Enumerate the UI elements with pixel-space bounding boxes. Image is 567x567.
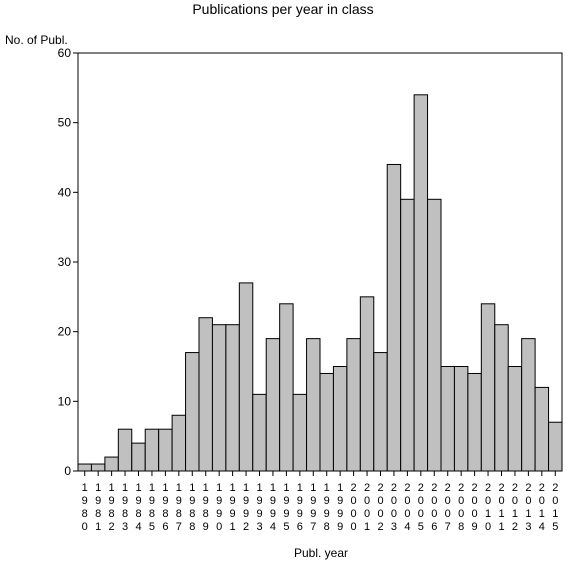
bar-2001	[359, 296, 375, 472]
bar-1999	[332, 366, 348, 472]
bar-1998	[319, 372, 334, 472]
bar-2002	[373, 352, 388, 472]
bar-2015	[548, 421, 563, 472]
chart-title: Publications per year in class	[192, 1, 373, 17]
bar-2011	[494, 324, 509, 472]
bar-2012	[507, 366, 523, 472]
bar-2003	[386, 163, 402, 472]
bar-2000	[346, 338, 361, 472]
bar-2008	[453, 366, 469, 472]
bar-1987	[171, 414, 187, 472]
bar-1990	[211, 324, 227, 472]
y-tick-label-0: 0	[64, 464, 71, 478]
y-tick-label-50: 50	[58, 116, 72, 130]
plot-area: 0 10 20 30 40 50 60 1 9 8 0 1 9 8 1 1 9 8 2 1 9 8 3 1 9 8 4 1 9 8 5 1 9 8…	[58, 46, 563, 533]
bar-1993	[252, 393, 267, 472]
y-axis-label: No. of Publ.	[5, 33, 68, 47]
y-tick-label-10: 10	[58, 394, 72, 408]
bar-1980	[77, 463, 92, 472]
bar-1982	[104, 456, 119, 472]
bar-2004	[400, 198, 415, 472]
bar-1983	[117, 428, 133, 472]
y-tick-label-40: 40	[58, 185, 72, 199]
bar-2010	[480, 303, 496, 472]
bar-1989	[198, 317, 213, 472]
bar-1994	[265, 338, 281, 472]
bar-2007	[440, 366, 455, 472]
bar-2009	[467, 372, 482, 472]
y-tick-label-60: 60	[58, 46, 72, 60]
bar-1995	[279, 303, 294, 472]
bar-2005	[413, 94, 429, 472]
bar-1981	[90, 463, 106, 472]
y-tick-label-30: 30	[58, 255, 72, 269]
bar-2014	[534, 386, 550, 472]
bar-2006	[427, 198, 442, 472]
bar-1985	[144, 428, 160, 472]
bar-1996	[292, 393, 308, 472]
bar-1984	[131, 442, 146, 472]
bar-1991	[225, 324, 240, 472]
bar-2013	[521, 338, 536, 472]
x-axis-label: Publ. year	[294, 546, 348, 560]
bar-1988	[185, 352, 200, 472]
bar-1992	[238, 282, 254, 472]
y-tick-label-20: 20	[58, 325, 72, 339]
bar-1997	[306, 338, 321, 472]
bar-1986	[158, 428, 173, 472]
